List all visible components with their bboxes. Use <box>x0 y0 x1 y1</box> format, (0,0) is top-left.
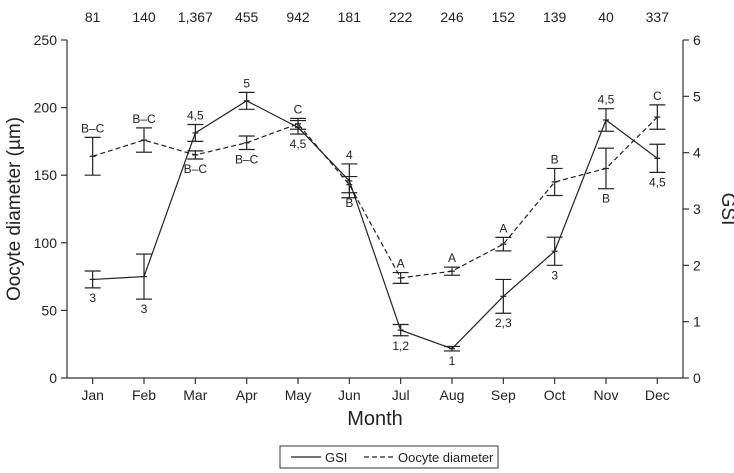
gsi-series-line <box>92 100 658 350</box>
x-tick-label: Apr <box>236 387 258 403</box>
right-tick-label: 2 <box>693 257 701 273</box>
left-tick-label: 200 <box>34 100 58 116</box>
top-count-label: 139 <box>543 9 567 25</box>
plot-frame <box>66 40 684 379</box>
right-axis-label: GSI <box>717 193 734 226</box>
right-tick-label: 5 <box>693 88 701 104</box>
top-count-label: 942 <box>286 9 310 25</box>
left-tick-label: 150 <box>34 167 58 183</box>
oocyte-group-label: B <box>551 152 559 166</box>
gsi-group-label: 1,2 <box>392 339 409 353</box>
oocyte-group-label: B <box>345 196 353 210</box>
right-tick-label: 4 <box>693 145 701 161</box>
x-tick-label: Aug <box>440 387 465 403</box>
x-tick-label: May <box>285 387 311 403</box>
right-tick-label: 6 <box>693 32 701 48</box>
oocyte-group-label: B–C <box>81 121 105 135</box>
x-tick-label: Sep <box>491 387 516 403</box>
oocyte-group-label: B <box>602 192 610 206</box>
oocyte-group-label: A <box>448 251 456 265</box>
oocyte-group-label: B–C <box>184 162 208 176</box>
left-axis-ticks: 0 50 100 150 200 250 <box>34 32 67 386</box>
x-tick-label: Nov <box>594 387 619 403</box>
gsi-group-label: 3 <box>141 302 148 316</box>
top-count-label: 181 <box>338 9 362 25</box>
top-count-label: 455 <box>235 9 259 25</box>
x-tick-label: Jun <box>338 387 361 403</box>
oocyte-group-label: A <box>397 257 405 271</box>
gsi-group-label: 4,5 <box>290 137 307 151</box>
left-tick-label: 250 <box>34 32 58 48</box>
left-tick-label: 50 <box>41 302 57 318</box>
point-labels: 3 3 4,5 5 4,5 4 1,2 1 2,3 3 4,5 4,5 B–C B–C B–C B–C C B A A… <box>81 76 666 368</box>
top-count-label: 337 <box>646 9 670 25</box>
legend-oocyte-label: Oocyte diameter <box>398 450 494 465</box>
x-tick-label: Feb <box>132 387 156 403</box>
oocyte-group-label: B–C <box>235 153 259 167</box>
gsi-group-label: 4 <box>346 148 353 162</box>
left-axis-label: Oocyte diameter (µm) <box>4 117 25 301</box>
gsi-group-label: 4,5 <box>187 109 204 123</box>
right-tick-label: 1 <box>693 314 701 330</box>
x-tick-label: Jul <box>392 387 410 403</box>
x-tick-label: Oct <box>544 387 566 403</box>
legend-gsi-label: GSI <box>325 450 347 465</box>
x-axis-ticks: Jan Feb Mar Apr May Jun Jul Aug Sep Oct Nov Dec <box>81 378 670 403</box>
gsi-group-label: 4,5 <box>598 93 615 107</box>
right-tick-label: 0 <box>693 370 701 386</box>
top-count-label: 140 <box>132 9 156 25</box>
gsi-group-label: 4,5 <box>649 175 666 189</box>
x-tick-label: Mar <box>183 387 207 403</box>
top-count-label: 1,367 <box>178 9 213 25</box>
gsi-group-label: 3 <box>89 291 96 305</box>
gsi-group-label: 2,3 <box>495 316 512 330</box>
oocyte-group-label: C <box>294 102 303 116</box>
x-tick-label: Dec <box>645 387 670 403</box>
top-count-label: 246 <box>440 9 464 25</box>
series-layer <box>84 91 666 352</box>
right-tick-label: 3 <box>693 201 701 217</box>
legend: GSI Oocyte diameter <box>279 445 499 469</box>
gsi-group-label: 3 <box>551 268 558 282</box>
right-axis-ticks: 0 1 2 3 4 5 6 <box>683 32 701 386</box>
x-tick-label: Jan <box>81 387 104 403</box>
x-axis-label: Month <box>347 408 403 430</box>
left-tick-label: 100 <box>34 235 58 251</box>
oocyte-series-line <box>92 116 658 279</box>
oocyte-group-label: C <box>653 89 662 103</box>
gsi-group-label: 1 <box>449 354 456 368</box>
top-count-label: 152 <box>492 9 516 25</box>
top-count-label: 81 <box>85 9 101 25</box>
top-labels: 81 140 1,367 455 942 181 222 246 152 139 40 337 <box>85 9 669 25</box>
top-count-label: 222 <box>389 9 413 25</box>
left-tick-label: 0 <box>49 370 57 386</box>
top-count-label: 40 <box>598 9 614 25</box>
oocyte-group-label: B–C <box>132 112 156 126</box>
oocyte-group-label: A <box>499 221 507 235</box>
gsi-group-label: 5 <box>243 76 250 90</box>
